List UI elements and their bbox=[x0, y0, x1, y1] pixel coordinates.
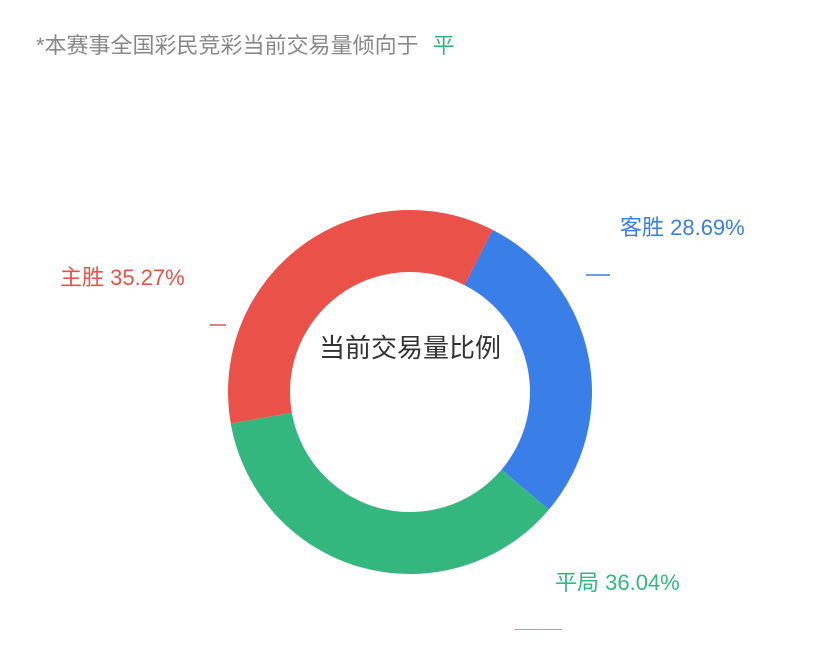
slice-label-draw: 平局 36.04% bbox=[555, 565, 680, 597]
header-highlight: 平 bbox=[433, 33, 455, 58]
slice-label-home: 主胜 35.27% bbox=[60, 260, 185, 292]
header-prefix: *本赛事全国彩民竞彩当前交易量倾向于 bbox=[36, 33, 419, 58]
chart-center-label: 当前交易量比例 bbox=[300, 328, 520, 365]
donut-chart: 当前交易量比例 客胜 28.69% 平局 36.04% 主胜 35.27% bbox=[0, 110, 828, 630]
slice-draw bbox=[231, 413, 549, 574]
donut-svg bbox=[210, 160, 610, 630]
slice-label-away: 客胜 28.69% bbox=[620, 210, 745, 242]
slice-home bbox=[228, 210, 493, 424]
slice-away bbox=[464, 230, 592, 510]
